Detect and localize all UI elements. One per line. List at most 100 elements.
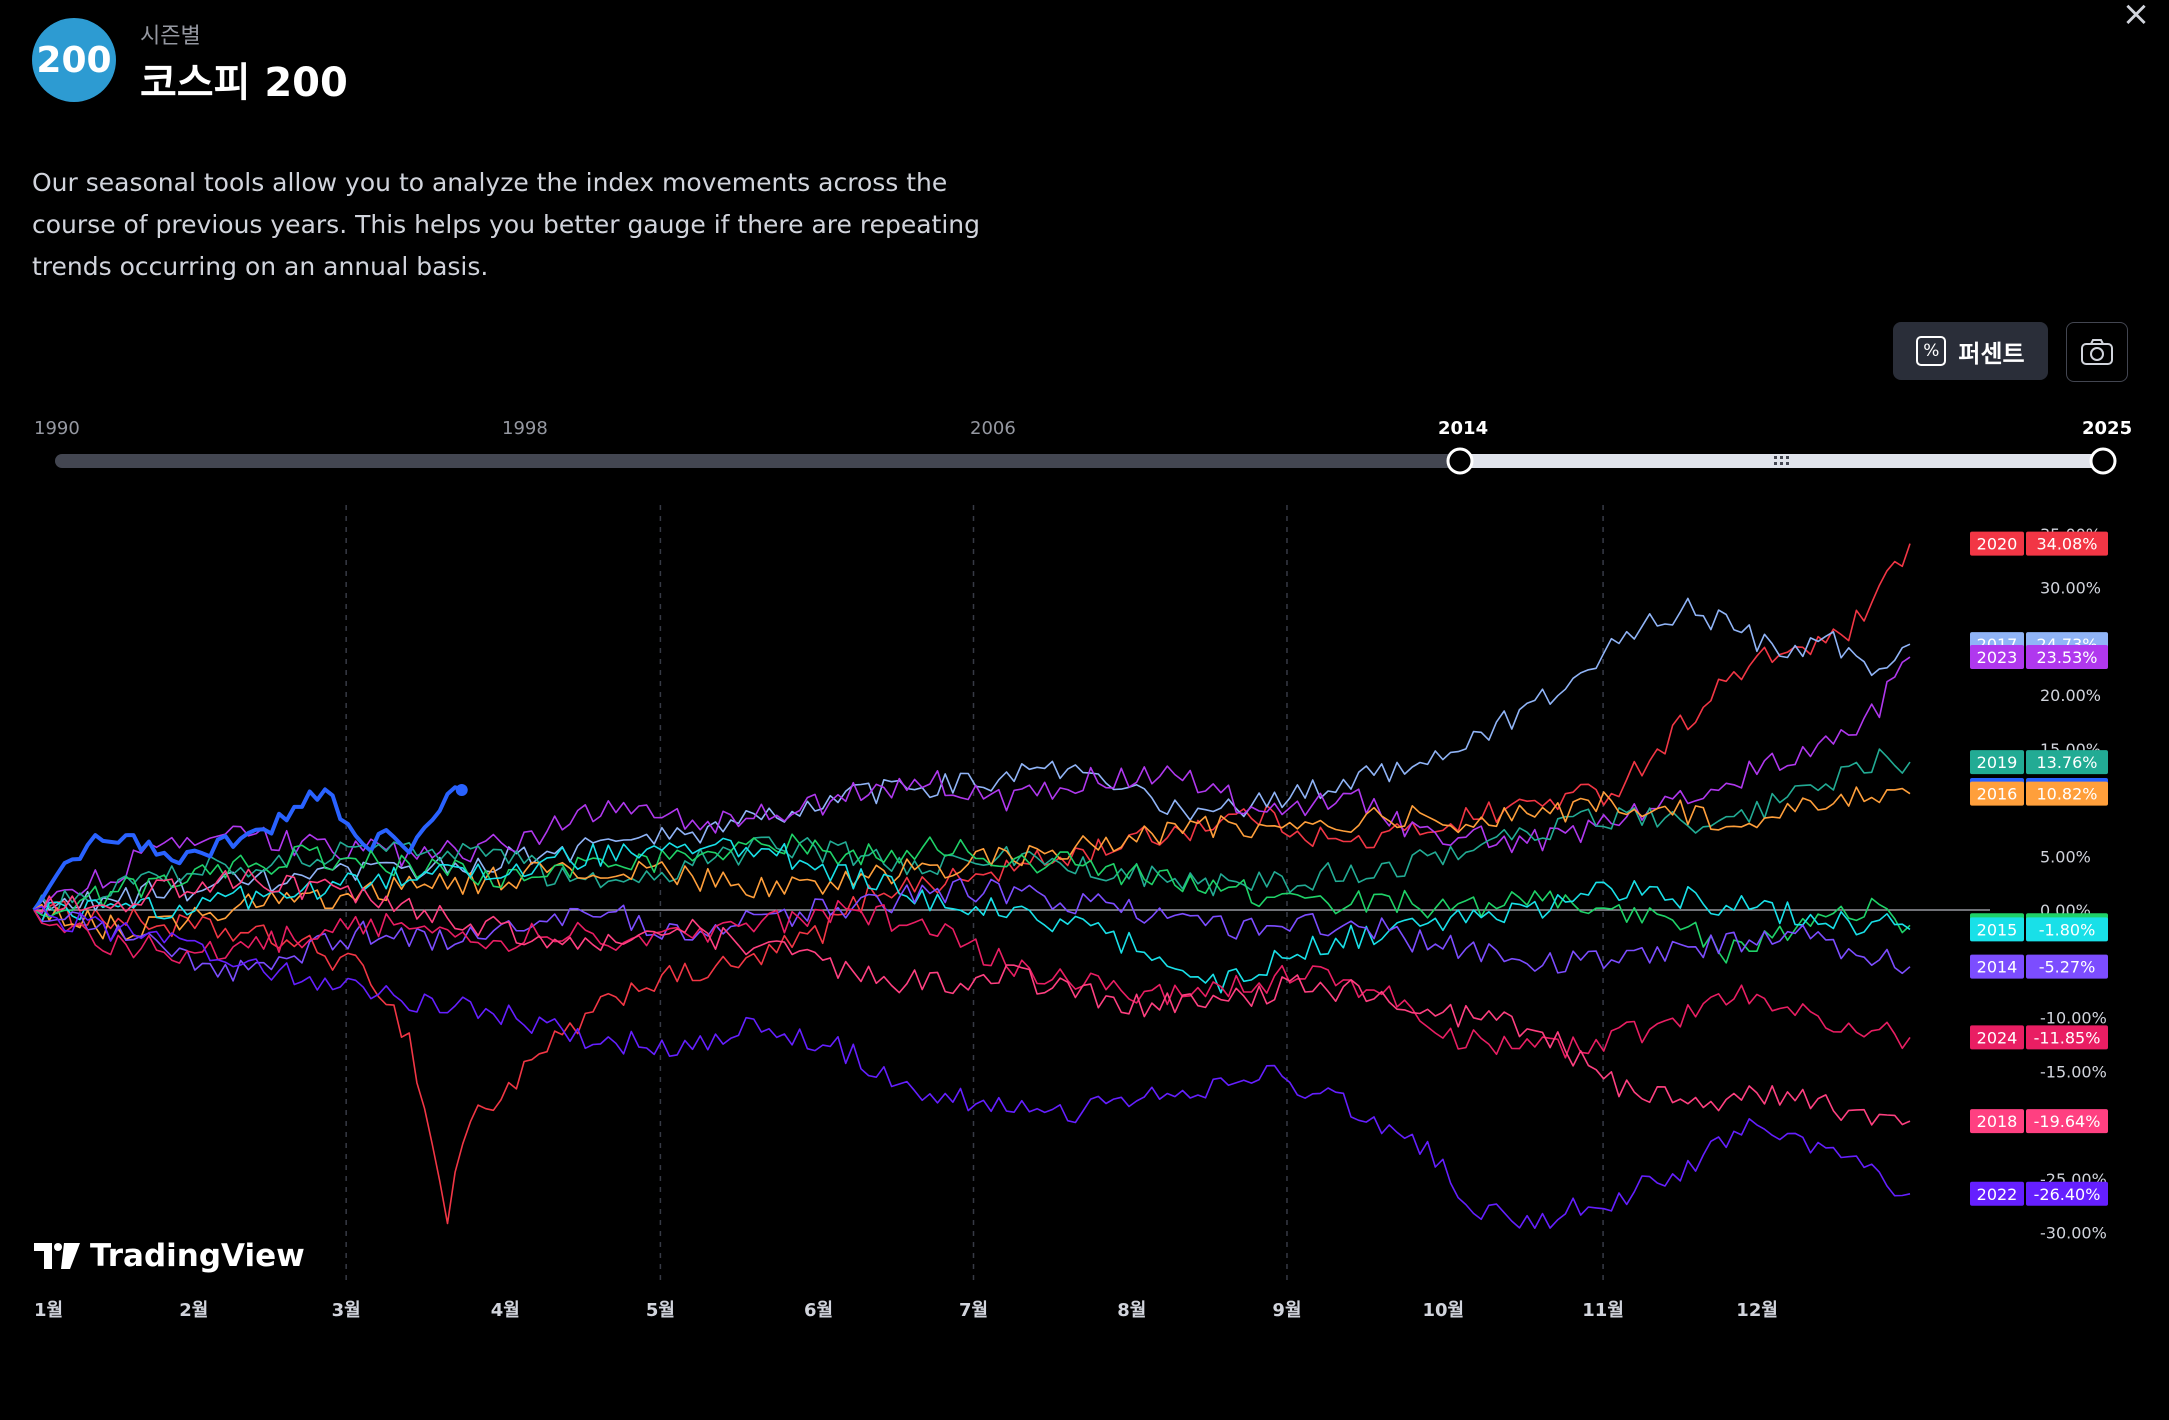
badge-2020: 2020 34.08% [1970,531,2108,556]
badge-year: 2022 [1977,1185,2018,1204]
x-tick-label: 8월 [1117,1300,1146,1321]
y-tick-label: -10.00% [2040,1009,2107,1028]
badge-value: -1.80% [2039,920,2096,939]
badge-2024: 2024 -11.85% [1970,1025,2108,1050]
badge-2015: 2015 -1.80% [1970,917,2108,942]
camera-icon [2081,339,2113,365]
series-endpoint-2025 [455,784,468,797]
badge-year: 2023 [1977,648,2018,667]
series-line-2024 [33,899,1911,1059]
badge-value: -19.64% [2034,1112,2101,1131]
grip-icon[interactable] [1774,456,1789,465]
series-line-2015 [33,837,1911,994]
series-line-2020 [33,543,1911,1225]
badge-year: 2016 [1977,785,2018,804]
x-axis-ticks: 1월 2월 3월 4월 5월 6월 7월 8월 9월 10월 11월 12월 [34,1300,1778,1321]
seasonal-subtitle: 시즌별 [140,24,201,49]
series-line-2025 [32,785,464,912]
series-line-2018 [33,868,1911,1126]
badge-year: 2020 [1977,535,2018,554]
y-tick-label: -15.00% [2040,1062,2107,1081]
timeline-label-2006: 2006 [970,418,1016,439]
x-tick-label: 2월 [179,1300,208,1321]
timeline-slider[interactable] [55,447,2117,475]
series-line-2016 [33,786,1911,941]
percent-button[interactable]: % 퍼센트 [1893,322,2048,380]
badge-value-box [2026,1025,2108,1050]
timeline-label-1990: 1990 [34,418,80,439]
badge-year: 2019 [1977,753,2018,772]
badge-value: -11.85% [2034,1028,2101,1047]
badge-year-box [1970,781,2024,806]
series-line-2017 [33,597,1911,912]
x-tick-label: 4월 [491,1300,520,1321]
page-title: 코스피 200 [140,60,348,106]
percent-label: 퍼센트 [1958,339,2025,368]
badge-2016: 2016 10.82% [1970,781,2108,806]
badge-year-box [1970,917,2024,942]
badge-value: -26.40% [2034,1185,2101,1204]
badge-year-box [1970,1181,2024,1206]
badge-value: 13.76% [2036,753,2097,772]
badge-year: 2018 [1977,1112,2018,1131]
badge-2018: 2018 -19.64% [1970,1109,2108,1134]
badge-value-box [2026,645,2108,670]
badge-value-box [2026,1109,2108,1134]
series-badges: 2020 34.08%2017 24.73%2023 23.53%2019 13.76%… [1970,531,2108,1206]
x-tick-label: 12월 [1736,1300,1778,1321]
badge-year-box [1970,531,2024,556]
badge-value: -5.27% [2039,958,2096,977]
badge-year-box [1970,954,2024,979]
badge-value-box [2026,954,2108,979]
badge-value-box [2026,531,2108,556]
y-tick-label: 30.00% [2040,579,2101,598]
badge-year: 2024 [1977,1028,2018,1047]
x-tick-label: 7월 [959,1300,988,1321]
y-tick-label: 5.00% [2040,847,2091,866]
badge-2023: 2023 23.53% [1970,645,2108,670]
badge-value-box [2026,750,2108,775]
series-line-2022 [33,905,1911,1229]
range-end-handle[interactable] [2089,447,2117,475]
range-start-handle[interactable] [1446,447,1474,475]
badge-value: 10.82% [2036,785,2097,804]
month-gridlines [345,505,1604,1280]
badge-value-box [2026,781,2108,806]
badge-year-box [1970,750,2024,775]
badge-year-box [1970,1109,2024,1134]
y-tick-label: 20.00% [2040,686,2101,705]
percent-icon: % [1916,336,1947,366]
badge-2019: 2019 13.76% [1970,750,2108,775]
x-tick-label: 3월 [332,1300,361,1321]
tradingview-icon [34,1243,80,1269]
x-tick-label: 6월 [804,1300,833,1321]
badge-year: 2014 [1977,958,2018,977]
badge-year-box [1970,645,2024,670]
x-tick-label: 10월 [1422,1300,1464,1321]
series-line-2019 [33,748,1911,915]
badge-2014: 2014 -5.27% [1970,954,2108,979]
series-line-2021 [33,833,1911,964]
badge-value: 23.53% [2036,648,2097,667]
close-icon[interactable]: × [2121,0,2151,34]
x-tick-label: 11월 [1582,1300,1624,1321]
badge-year-box [1970,1025,2024,1050]
tradingview-text: TradingView [90,1238,305,1274]
timeline-label-2014: 2014 [1438,418,1489,439]
timeline-range[interactable] [1460,454,2103,468]
x-tick-label: 1월 [34,1300,63,1321]
x-tick-label: 5월 [646,1300,675,1321]
screenshot-button[interactable] [2066,322,2128,382]
series-line-2014 [33,877,1911,982]
x-tick-label: 9월 [1272,1300,1301,1321]
badge-value-box [2026,917,2108,942]
badge-value: 34.08% [2036,535,2097,554]
badge-2022: 2022 -26.40% [1970,1181,2108,1206]
badge-value-box [2026,1181,2108,1206]
timeline-label-2025: 2025 [2082,418,2133,439]
timeline-label-1998: 1998 [502,418,548,439]
tradingview-logo[interactable]: TradingView [34,1238,305,1274]
series-lines [32,543,1911,1229]
description: Our seasonal tools allow you to analyze … [32,168,980,281]
